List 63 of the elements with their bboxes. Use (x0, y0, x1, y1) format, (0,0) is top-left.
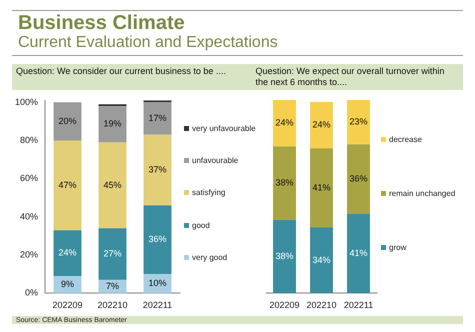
bar (144, 205, 172, 274)
chart-subtitle: Current Evaluation and Expectations (18, 34, 279, 52)
data-label: 27% (104, 248, 122, 259)
bar (54, 230, 82, 276)
y-tick-label: 20% (20, 250, 38, 260)
bar (347, 144, 370, 214)
bar (98, 142, 126, 228)
x-tick-label: 202209 (52, 300, 83, 310)
data-label: 7% (106, 281, 120, 292)
data-label: 37% (148, 164, 167, 175)
data-label: 10% (148, 278, 167, 288)
y-tick-label: 60% (20, 173, 38, 184)
text: Question: We expect our overall turnover within the next 6 months to.... (254, 65, 446, 89)
y-tick-label: 0% (25, 288, 38, 298)
bar (310, 228, 333, 294)
data-label: 36% (349, 174, 368, 184)
bar (273, 100, 296, 146)
text: Question: We consider our current business to be .... (15, 65, 227, 78)
bar (347, 214, 370, 294)
data-label: 17% (148, 113, 167, 124)
data-label: 47% (58, 180, 77, 190)
x-tick-label: 202209 (269, 300, 300, 310)
y-tick-label: 40% (20, 211, 38, 222)
bar (144, 134, 172, 206)
data-label: 34% (312, 254, 331, 265)
data-label: 45% (104, 180, 122, 190)
data-label: 41% (312, 182, 331, 192)
data-label: 19% (104, 118, 122, 129)
bar (273, 220, 296, 294)
legend-label: unfavourable (192, 156, 238, 166)
x-tick-label: 202210 (97, 300, 128, 310)
data-label: 24% (275, 118, 294, 128)
data-label: 38% (275, 250, 294, 261)
x-tick-label: 202211 (344, 300, 374, 310)
legend-label: remain unchanged (389, 188, 456, 198)
data-label: 36% (148, 234, 167, 244)
x-tick-label: 202211 (142, 300, 172, 310)
legend-label: very unfavourable (192, 124, 256, 133)
bar (144, 102, 172, 135)
bar (98, 228, 126, 280)
legend-label: decrease (389, 134, 422, 144)
data-label: 9% (61, 279, 74, 290)
data-label: 23% (349, 116, 368, 127)
chart-title: Business Climate (18, 12, 186, 34)
x-tick-label: 202210 (306, 300, 337, 310)
bar (54, 102, 82, 140)
bar (98, 106, 126, 142)
legend-label: very good (192, 253, 228, 262)
bar (347, 100, 370, 144)
legend-label: good (192, 220, 210, 230)
data-label: 20% (58, 116, 77, 126)
bar (54, 140, 82, 230)
bar (273, 146, 296, 220)
data-label: 24% (312, 120, 331, 130)
bar (310, 102, 333, 148)
legend-label: grow (389, 242, 406, 252)
bar (310, 148, 333, 228)
data-label: 38% (275, 178, 294, 188)
y-tick-label: 80% (20, 134, 38, 145)
legend-label: satisfying (192, 188, 226, 198)
y-tick-label: 100% (14, 96, 38, 107)
data-label: 41% (349, 248, 368, 258)
data-label: 24% (58, 248, 77, 258)
